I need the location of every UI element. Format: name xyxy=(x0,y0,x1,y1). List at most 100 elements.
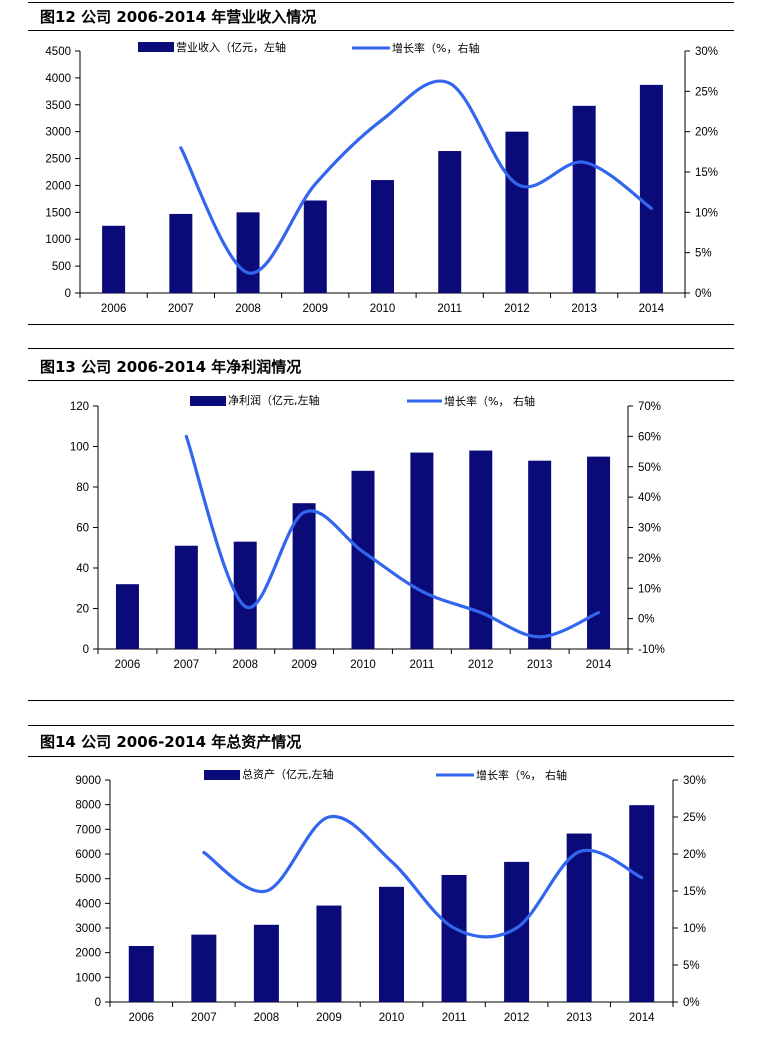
legend-line-label: 增长率（%， 右轴 xyxy=(444,394,535,408)
left-tick-label: 4000 xyxy=(75,898,101,910)
left-tick-label: 4000 xyxy=(45,73,71,85)
x-tick-label: 2014 xyxy=(586,659,612,671)
bar-2014 xyxy=(629,805,655,1002)
bar-2011 xyxy=(410,452,434,649)
bar-2006 xyxy=(128,946,154,1002)
bar-2007 xyxy=(191,934,217,1002)
x-tick-label: 2012 xyxy=(504,303,530,315)
left-tick-label: 5000 xyxy=(75,874,101,886)
legend-bar-label: 营业收入（亿元，左轴 xyxy=(176,40,286,54)
right-tick-label: 0% xyxy=(683,997,700,1009)
right-tick-label: 60% xyxy=(638,431,661,443)
right-tick-label: 5% xyxy=(683,960,700,972)
right-tick-label: 15% xyxy=(695,167,718,179)
right-tick-label: 50% xyxy=(638,462,661,474)
bar-2010 xyxy=(379,886,404,1002)
right-tick-label: 25% xyxy=(683,812,706,824)
right-tick-label: -10% xyxy=(638,644,665,656)
x-tick-label: 2009 xyxy=(316,1012,342,1024)
left-tick-label: 0 xyxy=(83,644,89,656)
right-tick-label: 0% xyxy=(695,288,712,300)
right-tick-label: 20% xyxy=(638,553,661,565)
legend-bar-swatch xyxy=(204,770,240,780)
right-tick-label: 30% xyxy=(638,523,661,535)
figure-13-title-rule xyxy=(28,380,734,381)
left-tick-label: 1000 xyxy=(45,234,71,246)
bar-2010 xyxy=(371,180,394,293)
x-tick-label: 2006 xyxy=(101,303,127,315)
legend-line-label: 增长率（%，右轴 xyxy=(392,41,479,55)
x-tick-label: 2006 xyxy=(115,659,141,671)
right-tick-label: 25% xyxy=(695,86,718,98)
left-tick-label: 3500 xyxy=(45,100,71,112)
bar-2012 xyxy=(505,131,529,293)
x-tick-label: 2006 xyxy=(128,1012,154,1024)
x-tick-label: 2013 xyxy=(566,1012,592,1024)
x-tick-label: 2009 xyxy=(302,303,328,315)
bar-2008 xyxy=(233,541,257,649)
legend-bar-label: 净利润（亿元,左轴 xyxy=(228,393,320,407)
figure-13-chart: 0 20 40 60 80 100 120 -10% 0% 10% 20% 30% 40% 50% 60% 7… xyxy=(70,393,665,671)
left-tick-label: 2000 xyxy=(45,180,71,192)
bar-2006 xyxy=(115,584,139,649)
right-tick-label: 10% xyxy=(683,923,706,935)
figure-14-title-rule xyxy=(28,756,734,757)
x-tick-label: 2008 xyxy=(235,303,261,315)
x-tick-label: 2013 xyxy=(571,303,597,315)
left-tick-label: 120 xyxy=(70,401,89,413)
x-tick-label: 2007 xyxy=(174,659,200,671)
left-tick-label: 2000 xyxy=(75,948,101,960)
legend-bar-swatch xyxy=(138,42,174,52)
bar-2014 xyxy=(639,84,663,293)
x-tick-label: 2009 xyxy=(291,659,317,671)
left-tick-label: 0 xyxy=(95,997,101,1009)
right-tick-label: 10% xyxy=(695,207,718,219)
bar-2013 xyxy=(528,460,552,649)
x-tick-label: 2008 xyxy=(254,1012,280,1024)
bar-2011 xyxy=(441,874,467,1002)
left-tick-label: 6000 xyxy=(75,849,101,861)
legend-line-label: 增长率（%， 右轴 xyxy=(476,768,567,782)
right-tick-label: 15% xyxy=(683,886,706,898)
left-tick-label: 500 xyxy=(52,261,71,273)
figure-14-top-rule xyxy=(28,725,734,726)
bar-2014 xyxy=(587,456,611,649)
x-tick-label: 2010 xyxy=(379,1012,405,1024)
left-tick-label: 40 xyxy=(76,563,89,575)
bar-2009 xyxy=(292,503,316,649)
bar-2009 xyxy=(316,905,342,1002)
x-tick-label: 2011 xyxy=(410,659,435,671)
growth-rate-line xyxy=(179,79,653,275)
right-tick-label: 30% xyxy=(683,775,706,787)
x-tick-label: 2007 xyxy=(168,303,194,315)
right-tick-label: 20% xyxy=(683,849,706,861)
x-tick-label: 2013 xyxy=(527,659,553,671)
x-tick-label: 2014 xyxy=(629,1012,655,1024)
bar-2008 xyxy=(253,924,279,1002)
left-tick-label: 1500 xyxy=(45,207,71,219)
right-tick-label: 70% xyxy=(638,401,661,413)
legend-bar-swatch xyxy=(190,396,226,406)
bar-2012 xyxy=(469,450,493,649)
right-tick-label: 30% xyxy=(695,46,718,58)
right-tick-label: 40% xyxy=(638,492,661,504)
x-tick-label: 2010 xyxy=(370,303,396,315)
figure-13-title: 图13 公司 2006-2014 年净利润情况 xyxy=(40,358,302,376)
x-tick-label: 2008 xyxy=(232,659,258,671)
figure-13-bottom-rule xyxy=(28,700,734,701)
left-tick-label: 3000 xyxy=(75,923,101,935)
x-tick-label: 2012 xyxy=(468,659,494,671)
figure-12-title: 图12 公司 2006-2014 年营业收入情况 xyxy=(40,8,317,26)
figure-12-title-rule xyxy=(28,30,734,31)
left-tick-label: 0 xyxy=(65,288,71,300)
bar-2006 xyxy=(102,225,126,293)
left-tick-label: 8000 xyxy=(75,800,101,812)
top-rule xyxy=(28,2,734,3)
left-tick-label: 9000 xyxy=(75,775,101,787)
left-tick-label: 7000 xyxy=(75,824,101,836)
growth-rate-line xyxy=(202,814,644,939)
bar-2009 xyxy=(303,200,327,293)
figure-14-title: 图14 公司 2006-2014 年总资产情况 xyxy=(40,733,302,751)
left-tick-label: 20 xyxy=(76,604,89,616)
